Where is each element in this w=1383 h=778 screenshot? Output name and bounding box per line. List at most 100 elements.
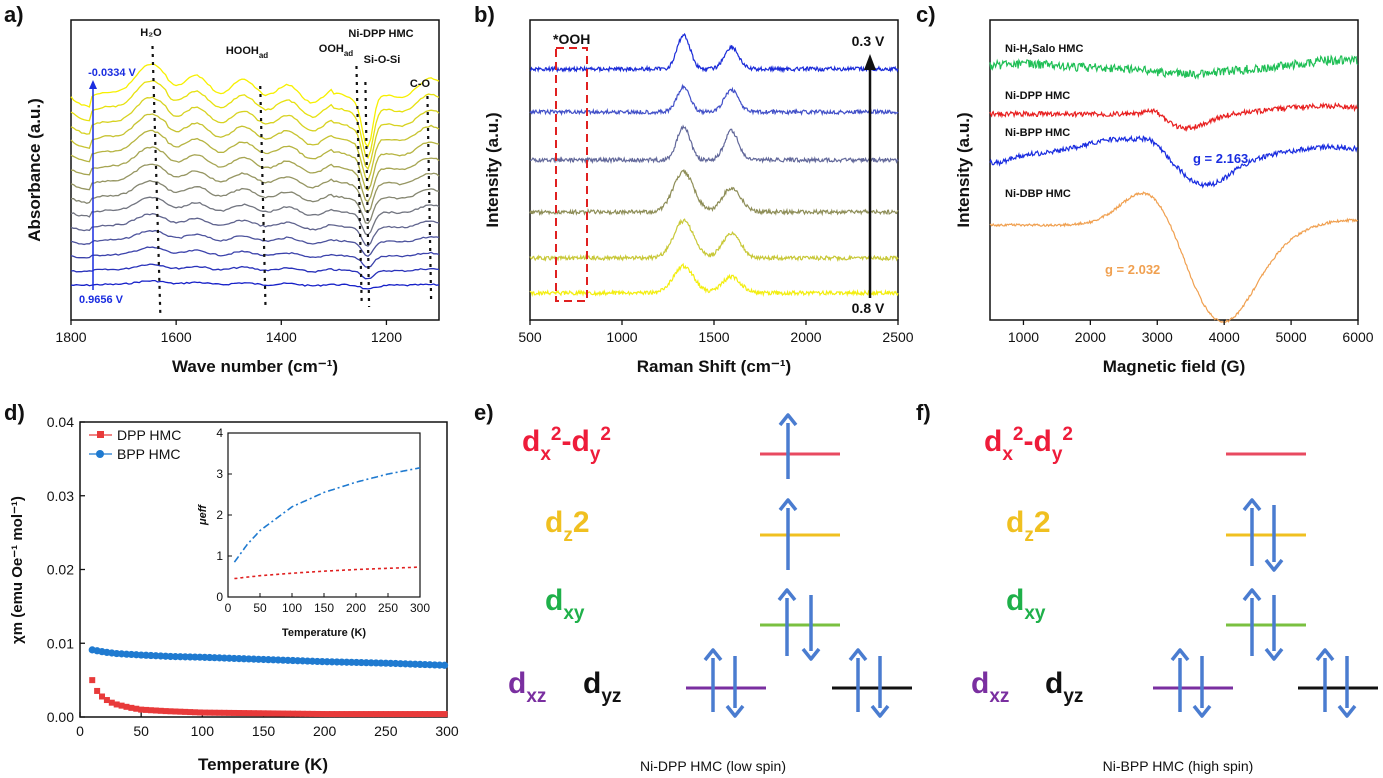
spin-down-arrowhead	[1264, 647, 1284, 661]
tick-label-dx-6: 300	[435, 723, 459, 739]
tick-label-a-0: 1800	[55, 329, 86, 345]
inset-y-axis-title: μeff	[197, 504, 209, 526]
spin-up-arrowhead	[777, 588, 797, 602]
inset-tick-label-x-4: 200	[346, 601, 366, 615]
point-dpp	[397, 711, 404, 718]
point-dpp	[221, 709, 228, 716]
point-dpp	[304, 710, 311, 717]
x-axis-title-a: Wave number (cm⁻¹)	[172, 357, 338, 376]
point-dpp	[103, 697, 110, 704]
peak-label-main-3: OOH	[319, 43, 344, 55]
panel-d-susceptibility-chart: 0 50 100 150 200 250 3000.000.010.020.030.04 D…	[9, 414, 459, 774]
potential-bottom-label: 0.9656 V	[79, 294, 124, 306]
tick-label-b-3: 2000	[790, 329, 821, 345]
orb-e-y: y	[590, 444, 601, 465]
point-dpp	[314, 710, 321, 717]
y-axis-title-b: Intensity (a.u.)	[483, 112, 502, 227]
spin-down-arrowhead	[725, 704, 745, 718]
panel-f-orbital-diagram-high-spin: dx2-dy2 dz2 dxy dxz dyz Ni-BPP HMC (high…	[971, 424, 1378, 774]
peak-label-3: OOHad	[319, 43, 354, 58]
orbital-label-dz2-e: dz2	[545, 506, 590, 546]
y-axis-title-a: Absorbance (a.u.)	[25, 98, 44, 242]
point-dpp	[191, 709, 198, 716]
energy-levels-f	[1153, 452, 1378, 718]
epr-curve-ni-h4salo	[989, 54, 1359, 80]
point-dpp	[417, 711, 424, 718]
inset-curve-dpp	[234, 566, 420, 580]
inset-tick-label-y-1: 1	[216, 549, 223, 563]
tick-label-dx-1: 50	[133, 723, 149, 739]
point-dpp	[324, 711, 331, 718]
point-dpp	[407, 711, 414, 718]
point-dpp	[294, 710, 301, 717]
peak-label-1: H₂O	[140, 27, 162, 39]
x-axis-title-c: Magnetic field (G)	[1103, 357, 1246, 376]
inset-tick-label-x-3: 150	[314, 601, 334, 615]
inset-tick-label-x-6: 300	[410, 601, 430, 615]
point-dpp	[162, 708, 169, 715]
point-dpp	[363, 711, 370, 718]
point-dpp	[201, 709, 208, 716]
point-dpp	[280, 710, 287, 717]
spin-up-arrowhead	[778, 498, 798, 512]
orbital-label-dx2y2-e: dx2-dy2	[522, 424, 611, 465]
spin-up-arrowhead	[1242, 498, 1262, 512]
legend-label-dpp: DPP HMC	[117, 427, 181, 443]
orb-e-dxz-d: d	[508, 667, 526, 700]
point-dpp	[99, 693, 106, 700]
ooh-annotation: *OOH	[553, 31, 590, 47]
point-dpp	[436, 711, 443, 718]
point-dpp	[113, 701, 120, 708]
chart-a-title: Ni-DPP HMC	[348, 28, 413, 40]
tick-label-dx-5: 250	[374, 723, 398, 739]
ftir-curves	[70, 63, 440, 290]
point-dpp	[245, 710, 252, 717]
inset-frame	[227, 432, 421, 598]
point-dpp	[250, 710, 257, 717]
orb-f-x2: 2	[1013, 424, 1024, 445]
peak-line-5	[426, 95, 433, 301]
panel-label-f: f)	[916, 400, 931, 425]
axis-ticks-d: 0 50 100 150 200 250 3000.000.010.020.030.04	[47, 414, 459, 739]
peak-label-main-1: H₂O	[140, 27, 162, 39]
tick-label-dx-2: 100	[191, 723, 215, 739]
point-dpp	[94, 687, 101, 694]
ftir-curve-11	[70, 113, 440, 182]
legend-label-bpp: BPP HMC	[117, 446, 181, 462]
point-dpp	[412, 711, 419, 718]
inset-tick-label-x-1: 50	[253, 601, 267, 615]
orb-e-dyz-sub: yz	[601, 686, 621, 707]
ftir-curve-9	[70, 146, 440, 203]
plot-frame-b	[529, 19, 899, 321]
tick-label-b-1: 1000	[606, 329, 637, 345]
ftir-curve-8	[70, 163, 440, 214]
point-dpp	[368, 711, 375, 718]
spin-up-arrowhead	[1315, 648, 1335, 662]
point-dpp	[123, 703, 130, 710]
point-dpp	[240, 710, 247, 717]
point-dpp	[138, 706, 145, 713]
orb-f-dz-sub: z	[1024, 525, 1034, 546]
point-dpp	[226, 709, 233, 716]
orb-e-y2: 2	[600, 424, 611, 445]
potential-top-label: -0.0334 V	[88, 67, 136, 79]
orb-e-dxy-sub: xy	[563, 603, 585, 624]
point-dpp	[260, 710, 267, 717]
point-dpp	[358, 711, 365, 718]
point-dpp	[343, 711, 350, 718]
raman-curve-4	[529, 168, 899, 217]
orb-e-x: x	[540, 444, 551, 465]
tick-label-c-2: 3000	[1142, 329, 1173, 345]
panel-label-e: e)	[474, 400, 494, 425]
peak-label-4: Si-O-Si	[364, 54, 401, 66]
panel-label-a: a)	[4, 2, 24, 27]
orb-f-dyz-d: d	[1045, 667, 1063, 700]
orb-e-d1: d	[522, 425, 540, 458]
tick-label-b-4: 2500	[882, 329, 913, 345]
spin-down-arrowhead	[870, 704, 890, 718]
inset-tick-label-x-0: 0	[225, 601, 232, 615]
point-dpp	[206, 709, 213, 716]
orbital-label-dxz-e: dxz	[508, 667, 546, 707]
orb-f-dxy-d: d	[1006, 584, 1024, 617]
raman-curve-2	[529, 83, 899, 117]
